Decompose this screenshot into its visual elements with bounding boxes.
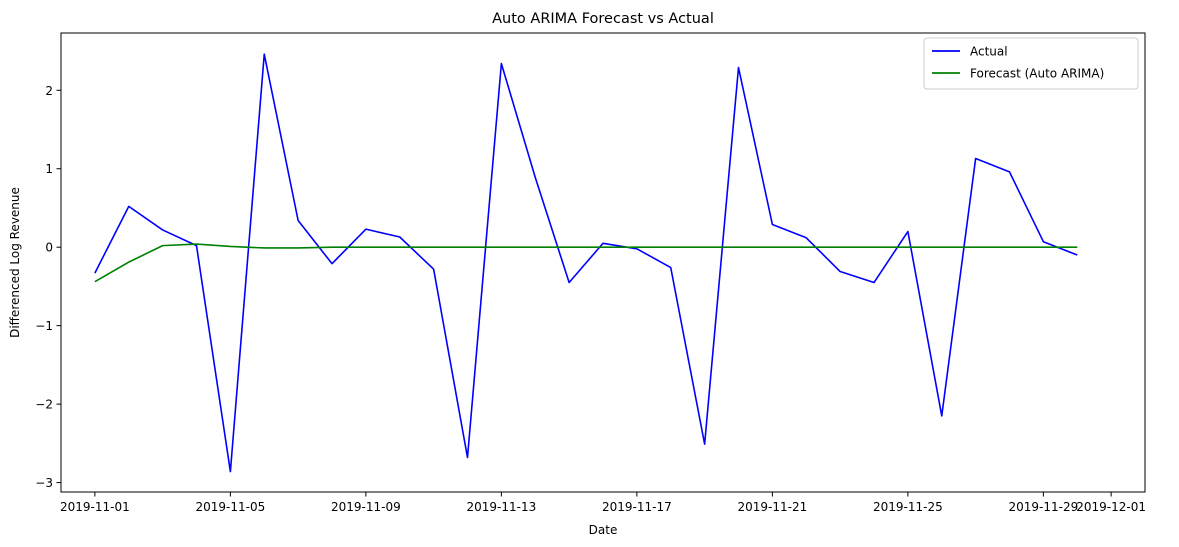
legend-label: Actual	[970, 45, 1008, 59]
x-tick-label: 2019-11-21	[738, 500, 808, 514]
series-line-actual	[94, 53, 1078, 473]
y-tick-label: 1	[45, 162, 53, 176]
y-tick-label: −1	[35, 319, 53, 333]
y-tick-label: 0	[45, 241, 53, 255]
legend: Actual Forecast (Auto ARIMA)	[923, 37, 1139, 90]
x-tick-label: 2019-11-17	[602, 500, 672, 514]
x-tick-label: 2019-11-25	[873, 500, 943, 514]
series-line-forecast	[94, 243, 1078, 283]
x-tick-label: 2019-11-01	[60, 500, 130, 514]
legend-label: Forecast (Auto ARIMA)	[970, 67, 1104, 81]
x-tick-label: 2019-11-13	[467, 500, 537, 514]
plot-area: 2019-11-01 2019-11-05 2019-11-09 2019-11-13…	[35, 32, 1146, 514]
x-tick-label: 2019-12-01	[1076, 500, 1146, 514]
x-tick-label: 2019-11-09	[331, 500, 401, 514]
y-tick-label: −3	[35, 476, 53, 490]
y-tick-label: 2	[45, 84, 53, 98]
y-axis-title: Differenced Log Revenue	[8, 187, 22, 338]
plot-frame	[60, 32, 1146, 493]
x-axis-title: Date	[589, 523, 618, 537]
y-tick-label: −2	[35, 398, 53, 412]
chart-title: Auto ARIMA Forecast vs Actual	[492, 11, 714, 27]
legend-box	[923, 37, 1139, 90]
x-tick-label: 2019-11-29	[1009, 500, 1079, 514]
x-tick-label: 2019-11-05	[196, 500, 266, 514]
